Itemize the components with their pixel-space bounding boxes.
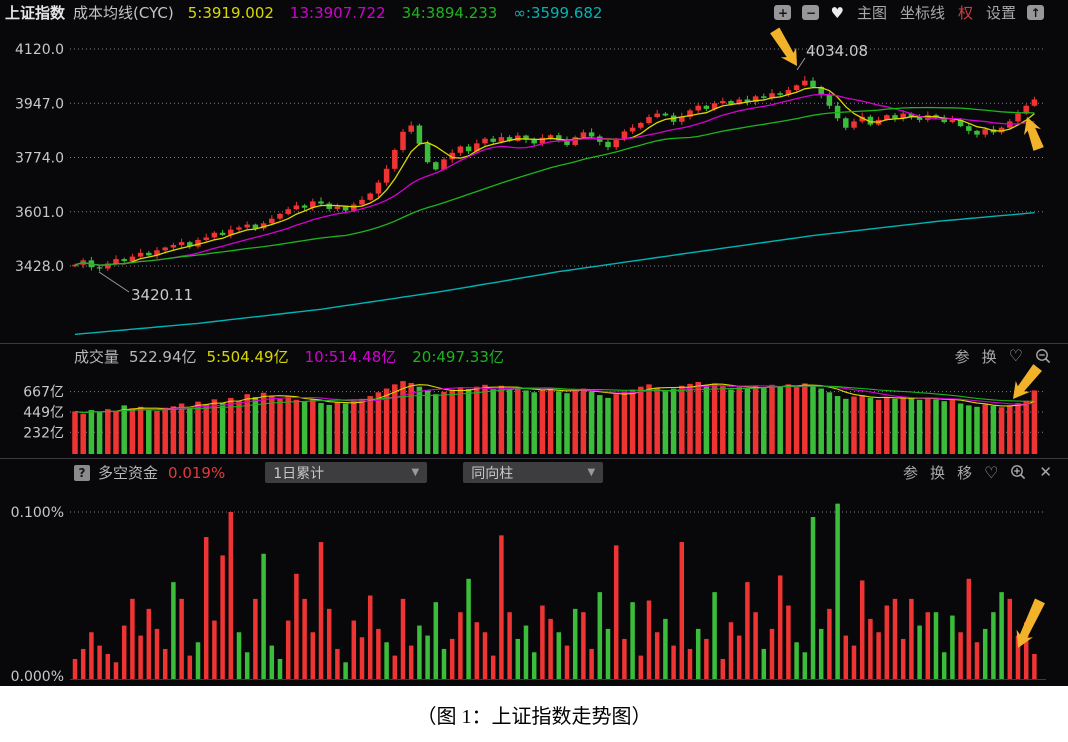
favorite-outline-icon[interactable]: ♡: [984, 462, 999, 482]
period-dropdown[interactable]: 1日累计 ▼: [265, 462, 428, 483]
style-dropdown-value: 同向柱: [471, 465, 514, 482]
param-tool[interactable]: 参: [903, 464, 919, 482]
toolbar-text-items: 主图 坐标线权设置: [857, 2, 1016, 23]
toolbar-item[interactable]: 主图: [856, 4, 887, 22]
volume-ma-labels: 5:504.49亿 10:514.48亿 20:497.33亿: [207, 346, 504, 367]
help-icon[interactable]: ?: [74, 464, 90, 481]
switch-tool[interactable]: 换: [930, 464, 946, 482]
zoom-out-magnifier-icon[interactable]: [1035, 348, 1052, 365]
index-title: 上证指数: [5, 4, 66, 22]
toolbar-item[interactable]: 坐标线: [899, 4, 945, 22]
volume-ma-label: 10:514.48亿: [304, 347, 397, 366]
export-button[interactable]: ↑: [1027, 5, 1044, 20]
longshort-pane-header: ? 多空资金 0.019% 1日累计 ▼ 同向柱 ▼ 参 换 移 ♡ ✕: [0, 459, 1068, 486]
chevron-down-icon: ▼: [587, 467, 596, 478]
period-dropdown-value: 1日累计: [273, 465, 325, 482]
ma-label: 13:3907.722: [289, 3, 386, 22]
favorite-outline-icon[interactable]: ♡: [1008, 346, 1023, 365]
longshort-pane-tools: 参 换 移 ♡ ✕: [903, 462, 1052, 483]
chevron-down-icon: ▼: [411, 467, 420, 478]
volume-pane-tools: 参 换 ♡: [955, 346, 1052, 367]
chart-background: [0, 0, 1068, 686]
zoom-out-button[interactable]: −: [802, 5, 820, 20]
param-tool[interactable]: 参: [954, 347, 970, 366]
ma-label: 5:3919.002: [187, 3, 274, 22]
price-ma-labels: 5:3919.002 13:3907.722 34:3894.233 ∞:3599.6…: [188, 4, 603, 22]
ma-label: ∞:3599.682: [513, 3, 603, 22]
price-pane-header: 上证指数 成本均线(CYC) 5:3919.002 13:3907.722 34:3…: [0, 0, 1068, 25]
close-icon[interactable]: ✕: [1039, 463, 1052, 481]
toolbar-item[interactable]: 权: [957, 4, 973, 22]
figure-caption: （图 1：上证指数走势图）: [0, 686, 1068, 742]
volume-ma-label: 5:504.49亿: [206, 347, 289, 366]
style-dropdown[interactable]: 同向柱 ▼: [463, 462, 604, 483]
volume-pane-header: 成交量 522.94亿 5:504.49亿 10:514.48亿 20:497.33…: [0, 344, 1068, 368]
longshort-label: 多空资金: [98, 464, 159, 482]
volume-value: 522.94亿: [129, 347, 197, 366]
indicator-name: 成本均线(CYC): [73, 4, 174, 22]
zoom-in-magnifier-icon[interactable]: [1010, 464, 1027, 481]
volume-ma-label: 20:497.33亿: [412, 347, 504, 366]
favorite-heart-icon[interactable]: ♥: [830, 3, 844, 22]
ma-label: 34:3894.233: [401, 3, 498, 22]
toolbar-item[interactable]: 设置: [985, 4, 1016, 22]
move-tool[interactable]: 移: [957, 464, 973, 482]
longshort-value: 0.019%: [168, 463, 226, 482]
zoom-in-button[interactable]: +: [774, 5, 792, 20]
switch-tool[interactable]: 换: [981, 347, 997, 366]
volume-label: 成交量: [74, 347, 120, 366]
